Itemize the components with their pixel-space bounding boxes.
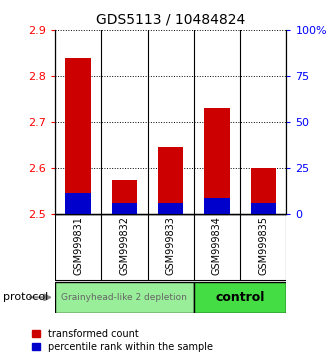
Bar — [158, 147, 183, 214]
Text: GSM999834: GSM999834 — [212, 216, 222, 275]
Bar — [194, 282, 286, 313]
Bar — [65, 58, 91, 214]
Bar — [112, 202, 137, 214]
Title: GDS5113 / 10484824: GDS5113 / 10484824 — [96, 12, 245, 26]
Text: Grainyhead-like 2 depletion: Grainyhead-like 2 depletion — [61, 293, 187, 302]
Text: protocol: protocol — [3, 292, 49, 302]
Bar — [112, 179, 137, 214]
Bar — [250, 202, 276, 214]
Bar — [65, 193, 91, 214]
Bar — [250, 168, 276, 214]
Bar — [55, 282, 194, 313]
Text: GSM999835: GSM999835 — [258, 216, 268, 275]
Text: control: control — [215, 291, 265, 304]
Text: GSM999833: GSM999833 — [166, 216, 176, 275]
Text: GSM999832: GSM999832 — [119, 216, 130, 275]
Bar — [204, 198, 230, 214]
Text: GSM999831: GSM999831 — [73, 216, 83, 275]
Legend: transformed count, percentile rank within the sample: transformed count, percentile rank withi… — [32, 329, 213, 352]
Bar — [158, 202, 183, 214]
Bar — [204, 108, 230, 214]
